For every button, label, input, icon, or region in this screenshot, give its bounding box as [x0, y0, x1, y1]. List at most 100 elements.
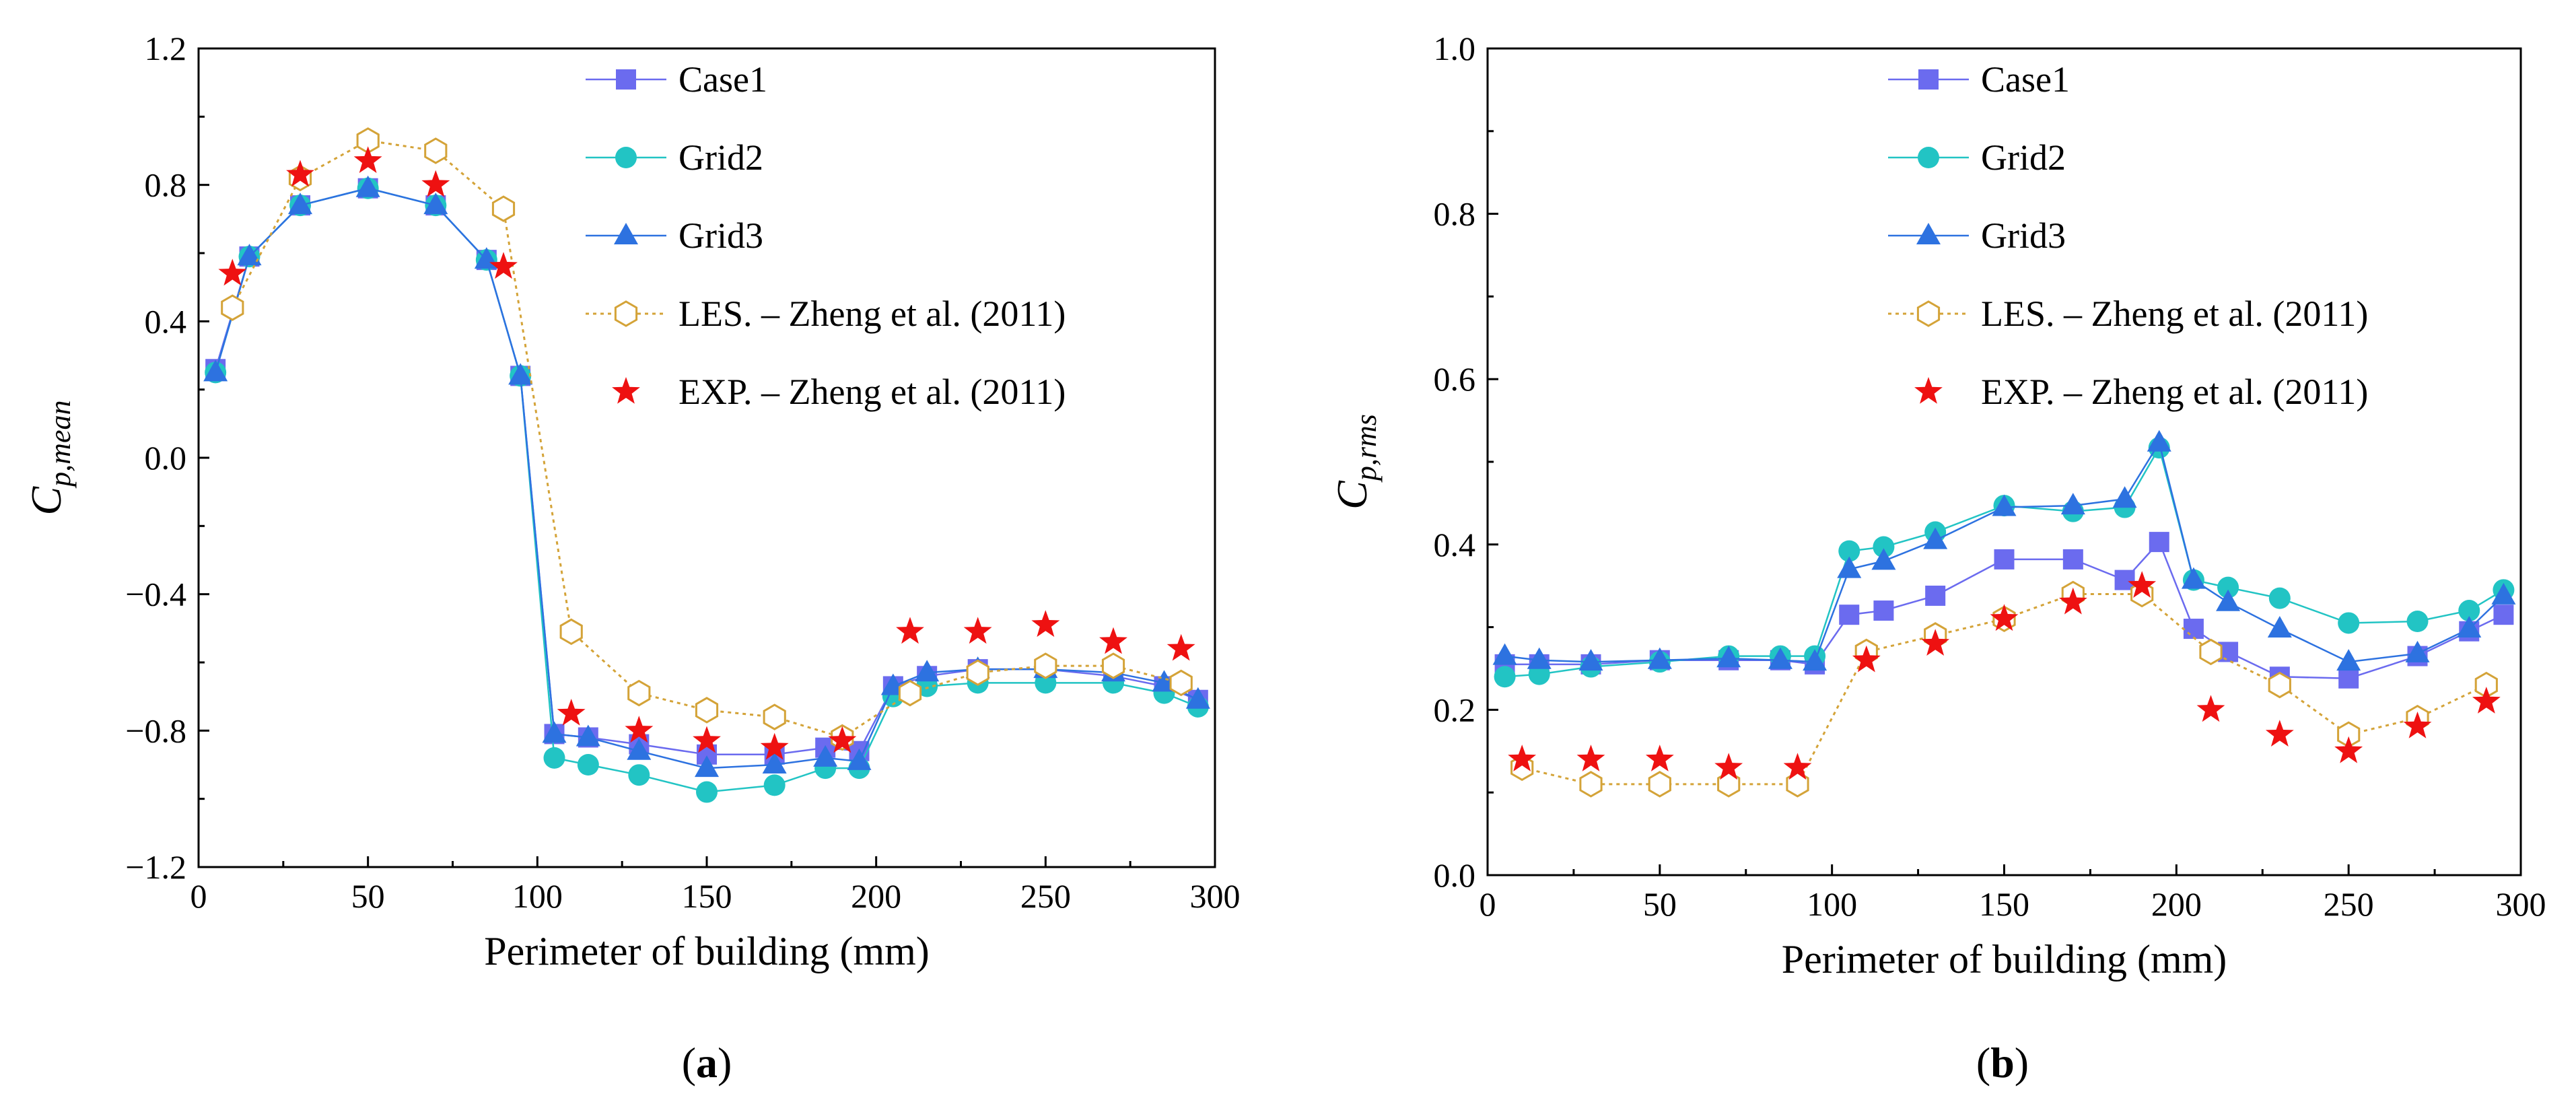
data-point: [763, 774, 786, 796]
data-point: [828, 726, 857, 753]
y-tick-label: −0.8: [125, 712, 186, 749]
data-point: [625, 716, 654, 743]
data-point: [1786, 771, 1809, 798]
legend-item: Grid3: [1888, 215, 2066, 256]
legend-label: Case1: [678, 59, 767, 100]
legend-marker: [1918, 147, 1939, 168]
data-point: [1031, 610, 1060, 638]
data-point: [1645, 745, 1674, 771]
y-axis-title-main: C: [1328, 480, 1376, 510]
data-point: [2128, 571, 2157, 598]
series-line: [1521, 593, 2487, 786]
x-tick-label: 200: [851, 877, 901, 915]
legend-marker: [614, 223, 638, 244]
y-axis-title: Cp,mean: [22, 401, 77, 516]
data-point: [1576, 745, 1605, 771]
data-point: [2181, 567, 2206, 589]
data-point: [760, 732, 789, 760]
data-point: [237, 244, 262, 266]
y-axis-title-subscript: p,rms: [1350, 414, 1383, 483]
legend-marker: [1918, 69, 1939, 90]
data-point: [543, 747, 565, 769]
data-point: [2114, 570, 2135, 590]
legend-item: EXP. – Zheng et al. (2011): [612, 372, 1066, 412]
data-point: [1647, 647, 1672, 669]
data-point: [2267, 616, 2292, 638]
data-point: [1873, 600, 1894, 621]
data-point: [423, 193, 448, 215]
data-point: [1990, 604, 2019, 631]
data-point: [2216, 589, 2241, 611]
data-point: [1034, 652, 1057, 679]
data-point: [963, 617, 992, 644]
data-point: [577, 754, 599, 776]
legend-marker: [616, 69, 636, 90]
data-point: [1992, 494, 2017, 516]
data-point: [627, 738, 652, 760]
data-point: [695, 755, 719, 778]
data-point: [1494, 666, 1516, 688]
x-tick-label: 300: [2496, 885, 2546, 923]
data-point: [2406, 611, 2429, 633]
data-point: [203, 359, 228, 382]
data-point: [2457, 616, 2482, 638]
data-point: [559, 618, 583, 646]
data-point: [762, 752, 787, 773]
data-point: [2268, 671, 2291, 699]
legend-marker: [612, 377, 640, 404]
data-point: [542, 721, 567, 743]
legend-item: LES. – Zheng et al. (2011): [1888, 294, 2368, 334]
data-point: [1578, 649, 1603, 671]
legend-marker: [615, 147, 637, 168]
legend-label: EXP. – Zheng et al. (2011): [678, 372, 1066, 412]
legend-label: Grid2: [1981, 137, 2066, 178]
data-point: [1925, 585, 1946, 606]
data-point: [221, 294, 244, 321]
data-point: [1492, 643, 1517, 665]
data-point: [2472, 687, 2501, 714]
data-point: [627, 679, 651, 707]
y-tick-label: 1.2: [145, 30, 187, 67]
data-point: [2060, 493, 2085, 515]
y-axis-title: Cp,rms: [1328, 414, 1383, 510]
data-point: [2458, 600, 2480, 622]
data-point: [1837, 556, 1862, 578]
data-point: [576, 724, 600, 747]
data-point: [286, 160, 314, 187]
data-point: [1717, 771, 1741, 798]
data-point: [1783, 753, 1812, 780]
data-point: [1716, 646, 1741, 668]
legend-label: Grid2: [678, 137, 763, 178]
x-tick-label: 100: [1807, 885, 1857, 923]
data-point: [1508, 745, 1537, 771]
y-tick-label: 0.2: [1434, 691, 1476, 728]
data-point: [491, 195, 516, 222]
data-point: [693, 726, 721, 753]
data-point: [353, 146, 382, 173]
data-point: [489, 252, 518, 279]
data-point: [1871, 548, 1896, 570]
data-point: [628, 764, 650, 786]
y-tick-label: 0.0: [1434, 856, 1476, 894]
data-point: [1579, 771, 1603, 798]
x-axis-title: Perimeter of building (mm): [484, 929, 930, 973]
data-point: [847, 748, 872, 770]
legend-item: Grid3: [586, 215, 763, 256]
data-point: [1803, 649, 1827, 671]
x-tick-label: 150: [1979, 885, 2029, 923]
x-tick-label: 150: [682, 877, 732, 915]
data-point: [2183, 619, 2204, 640]
data-point: [1923, 527, 1948, 549]
y-axis-title-main: C: [22, 486, 70, 516]
data-point: [1873, 536, 1895, 558]
series-exp: [1508, 571, 2501, 780]
y-axis-title-subscript: p,mean: [44, 401, 77, 489]
legend: Case1 Grid2 Grid3 LES. – Zheng et al. (2011…: [586, 59, 1066, 412]
legend-item: Grid2: [1888, 137, 2066, 178]
data-point: [1838, 540, 1860, 562]
y-tick-label: 0.8: [145, 166, 187, 204]
x-tick-label: 0: [190, 877, 207, 915]
series-exp: [218, 146, 1195, 760]
legend-label: Grid3: [678, 215, 763, 256]
